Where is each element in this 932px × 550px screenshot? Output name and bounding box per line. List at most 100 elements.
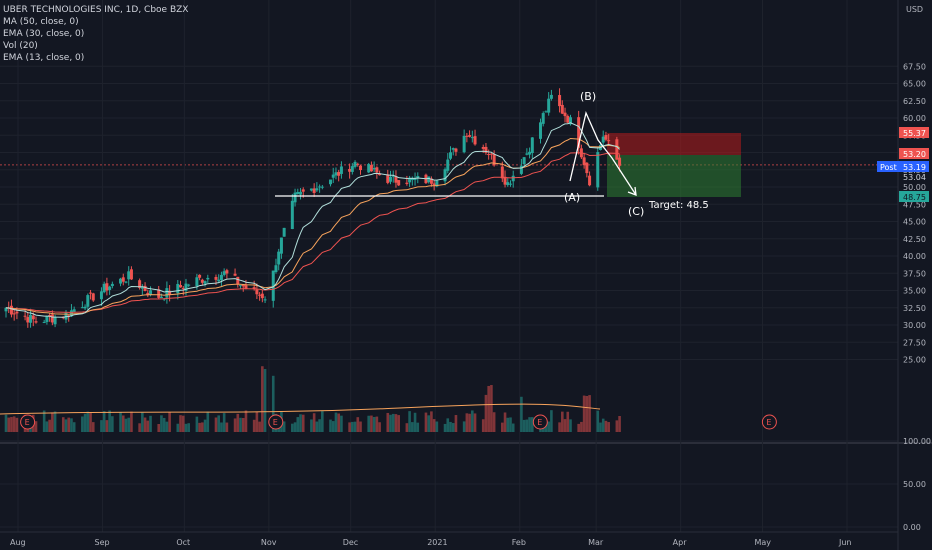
price-tick: 30.00 xyxy=(903,321,926,330)
volume-bar xyxy=(424,412,428,432)
volume-bar xyxy=(558,422,561,432)
volume-bar xyxy=(531,417,534,432)
volume-bar xyxy=(220,422,223,432)
candle-body xyxy=(108,286,112,291)
volume-bar xyxy=(492,412,496,432)
volume-bar xyxy=(293,422,297,432)
candle-body xyxy=(375,167,379,173)
candle-body xyxy=(200,279,204,283)
post-badge: 53.19 xyxy=(903,163,926,172)
projection-arrow[interactable] xyxy=(569,110,637,196)
volume-bar xyxy=(252,419,256,432)
candle-body xyxy=(386,174,390,183)
volume-bar xyxy=(176,423,180,432)
candle-body xyxy=(119,278,123,284)
last-price-badge: 53.20 xyxy=(903,150,926,159)
candle-body xyxy=(86,295,90,307)
price-tick: 62.50 xyxy=(903,97,926,106)
candle-body xyxy=(487,154,491,156)
volume-bar xyxy=(258,421,261,432)
volume-bar xyxy=(397,415,400,432)
indicator-ema30[interactable]: EMA (30, close, 0) xyxy=(3,29,85,39)
volume-bar xyxy=(45,421,49,432)
candle-body xyxy=(432,183,436,186)
pattern-drawings[interactable]: (A) (B) (C) Target: 48.5 xyxy=(275,90,709,218)
candle-body xyxy=(389,176,393,182)
volume-bar xyxy=(408,411,411,432)
volume-bar xyxy=(318,419,321,432)
target-label[interactable]: Target: 48.5 xyxy=(648,200,709,211)
candle-body xyxy=(274,265,278,272)
candle-body xyxy=(506,182,510,186)
volume-bar xyxy=(217,415,221,432)
candle-body xyxy=(236,276,240,285)
candle-body xyxy=(484,146,488,153)
candle-body xyxy=(195,277,199,287)
indicator-ma50[interactable]: MA (50, close, 0) xyxy=(3,17,79,27)
volume-bar xyxy=(520,396,523,432)
volume-bar xyxy=(138,423,141,432)
label-a[interactable]: (A) xyxy=(564,191,580,204)
candle-body xyxy=(4,307,8,312)
candle-body xyxy=(538,122,542,139)
earnings-marker[interactable] xyxy=(532,414,548,430)
risk-reward-box[interactable] xyxy=(607,133,741,197)
volume-bar xyxy=(607,422,610,432)
volume-bar xyxy=(501,422,504,432)
indicator-vol[interactable]: Vol (20) xyxy=(3,41,38,51)
candle-body xyxy=(222,271,226,275)
indicator-ema13[interactable]: EMA (13, close, 0) xyxy=(3,53,85,63)
label-c[interactable]: (C) xyxy=(628,205,644,218)
volume-bar xyxy=(547,421,550,432)
volume-bar xyxy=(124,418,128,432)
volume-bar xyxy=(157,423,161,432)
earnings-marker[interactable] xyxy=(20,414,36,430)
volume-tick: 100.00 xyxy=(903,437,931,446)
volume-bar xyxy=(72,422,76,432)
price-tick: 32.50 xyxy=(903,304,926,313)
volume-bar xyxy=(509,417,512,432)
earnings-marker[interactable] xyxy=(761,414,777,430)
candle-body xyxy=(391,175,395,177)
candle-body xyxy=(408,177,412,183)
candle-body xyxy=(233,273,237,276)
price-tick: 50.00 xyxy=(903,183,926,192)
volume-bar xyxy=(89,412,92,432)
volume-bar xyxy=(334,412,338,432)
candle-body xyxy=(563,112,567,117)
volume-bar xyxy=(162,417,166,432)
time-label: Sep xyxy=(95,538,110,547)
candle-body xyxy=(405,182,409,184)
candle-body xyxy=(604,135,608,140)
candle-body xyxy=(260,293,264,299)
candle-body xyxy=(67,315,71,317)
volume-bar xyxy=(511,423,515,432)
volume-bar xyxy=(506,417,510,432)
volume-bar xyxy=(566,411,570,432)
profit-target-zone[interactable] xyxy=(607,155,741,197)
candle-body xyxy=(159,296,163,298)
time-label: Jun xyxy=(838,538,852,547)
volume-bar xyxy=(4,414,8,432)
candle-body xyxy=(140,286,144,289)
time-axis[interactable]: Aug Sep Oct Nov Dec 2021 Feb Mar Apr May Jun xyxy=(10,538,852,547)
price-axis[interactable]: 67.5065.0062.5060.0057.5055.0052.5050.00… xyxy=(903,62,926,364)
time-label: Aug xyxy=(10,538,26,547)
candle-body xyxy=(618,157,622,166)
symbol-title[interactable]: UBER TECHNOLOGIES INC, 1D, Cboe BZX xyxy=(3,5,189,15)
stop-loss-zone[interactable] xyxy=(607,133,741,155)
target-badge: 48.75 xyxy=(903,193,926,202)
volume-bar xyxy=(146,420,150,432)
candle-body xyxy=(397,180,401,186)
candle-body xyxy=(271,270,275,301)
candle-body xyxy=(451,148,455,150)
arrow-head xyxy=(627,186,637,196)
time-label: Nov xyxy=(261,538,277,547)
candle-body xyxy=(339,166,343,174)
volume-bar xyxy=(588,395,591,432)
label-b[interactable]: (B) xyxy=(580,90,596,103)
candle-body xyxy=(50,314,54,323)
earnings-marker[interactable] xyxy=(268,414,284,430)
